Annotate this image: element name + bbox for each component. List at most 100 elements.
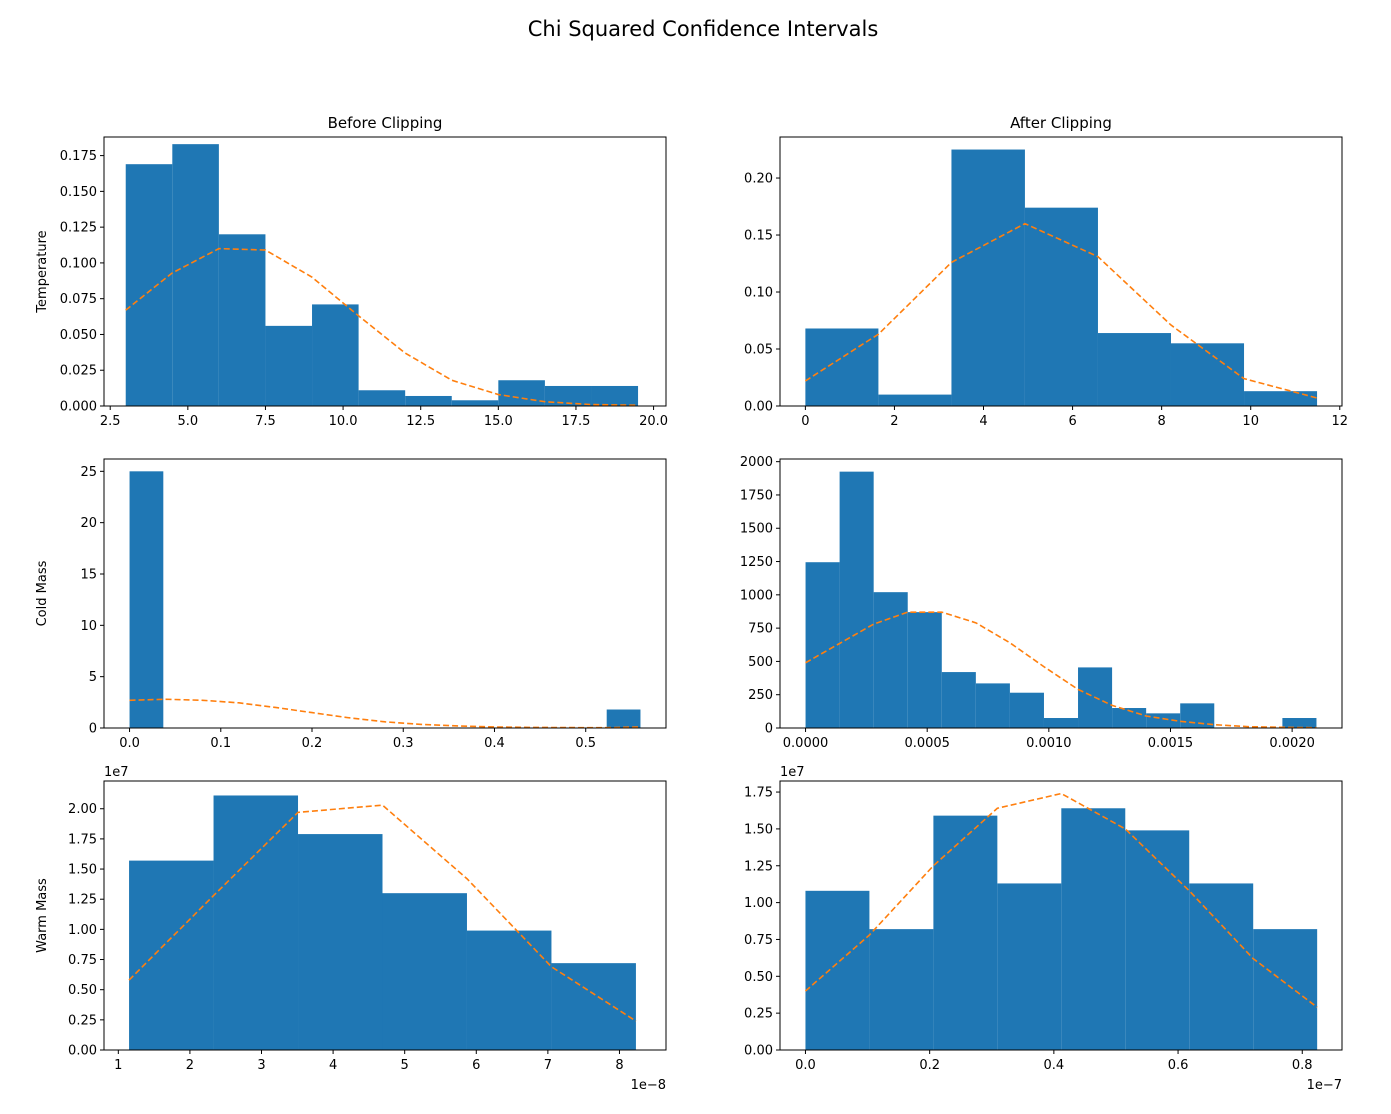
histogram-bar	[1024, 207, 1098, 406]
y-tick-label: 1.25	[68, 893, 97, 908]
y-tick-label: 1.00	[744, 896, 773, 911]
panel-temperature-before: 2.5 5.0 7.5 10.0 12.5 15.0 17.5 20.0 0.000 0.025 0…	[35, 114, 668, 429]
y-tick-label: 750	[748, 622, 773, 637]
fit-curve	[805, 611, 1317, 729]
x-tick-label: 0.0020	[1269, 736, 1315, 751]
histogram-bar	[1253, 929, 1318, 1050]
plot-frame	[779, 458, 1343, 729]
y-tick-label: 1750	[740, 488, 773, 503]
histogram-bar	[498, 380, 545, 406]
histogram-bar	[1171, 343, 1245, 406]
histogram-bar	[997, 883, 1062, 1050]
histogram-bar	[933, 815, 998, 1050]
panel-cold-mass-before: 0.0 0.1 0.2 0.3 0.4 0.5 0 5 10 15 20 25 Cold Mass	[35, 458, 667, 751]
histogram-bar	[298, 834, 383, 1050]
histogram-bar	[1009, 692, 1044, 728]
y-tick-label: 0	[89, 722, 97, 737]
y-tick-label: 0.25	[68, 1013, 97, 1028]
y-tick-label: 0.00	[744, 1044, 773, 1059]
x-tick-label: 0.0010	[1026, 736, 1072, 751]
y-tick-label: 0.10	[744, 286, 773, 301]
histogram-bar	[218, 234, 266, 406]
x-tick-label: 0.0000	[783, 736, 829, 751]
y-tick-label: 0.100	[60, 256, 97, 271]
x-tick-label: 0.5	[575, 736, 596, 751]
histogram-bar	[941, 672, 976, 728]
y-tick-label: 1500	[740, 522, 773, 537]
x-tick-label: 15.0	[484, 414, 513, 429]
figure-title: Chi Squared Confidence Intervals	[528, 17, 879, 41]
histogram-bar	[129, 860, 214, 1050]
y-axis-label: Warm Mass	[35, 878, 50, 953]
histogram-bar	[382, 893, 467, 1050]
x-tick-label: 4	[979, 414, 987, 429]
y-tick-label: 500	[748, 655, 773, 670]
histogram-bar	[358, 390, 406, 406]
fit-curve	[125, 247, 639, 407]
y-tick-label: 1.00	[68, 923, 97, 938]
plot-frame	[103, 780, 667, 1051]
histogram-bar	[1282, 718, 1317, 728]
y-tick-label: 0.025	[60, 364, 97, 379]
x-tick-label: 0.0005	[904, 736, 950, 751]
y-tick-label: 0.00	[744, 400, 773, 415]
histogram-bar	[213, 795, 299, 1050]
y-offset-text: 1e7	[104, 765, 129, 780]
y-tick-label: 250	[748, 688, 773, 703]
y-tick-label: 20	[80, 516, 97, 531]
histogram-bar	[1125, 830, 1190, 1050]
x-tick-label: 20.0	[639, 414, 668, 429]
y-tick-label: 1.50	[744, 822, 773, 837]
y-tick-label: 0.05	[744, 343, 773, 358]
y-tick-label: 1.25	[744, 859, 773, 874]
y-tick-label: 2000	[740, 455, 773, 470]
y-tick-label: 0.050	[60, 328, 97, 343]
y-tick-label: 0.50	[68, 983, 97, 998]
histogram-bar	[975, 683, 1010, 728]
histogram-bar	[878, 394, 952, 406]
x-tick-label: 0.1	[210, 736, 231, 751]
histogram-bar	[466, 930, 552, 1050]
x-tick-label: 4	[329, 1058, 337, 1073]
y-tick-label: 0.50	[744, 970, 773, 985]
x-tick-label: 5.0	[177, 414, 198, 429]
x-offset-text: 1e−7	[1307, 1078, 1342, 1093]
y-tick-label: 0.175	[60, 149, 97, 164]
y-tick-label: 5	[89, 670, 97, 685]
y-tick-label: 1250	[740, 555, 773, 570]
y-tick-label: 0.000	[60, 400, 97, 415]
y-tick-label: 0	[765, 722, 773, 737]
y-tick-label: 0.075	[60, 292, 97, 307]
x-tick-label: 6	[472, 1058, 480, 1073]
histogram-bar	[451, 400, 499, 406]
y-axis-label: Temperature	[35, 230, 50, 313]
y-tick-label: 0.125	[60, 221, 97, 236]
x-tick-label: 0.8	[1292, 1058, 1313, 1073]
x-tick-label: 10.0	[329, 414, 358, 429]
y-tick-label: 0.20	[744, 172, 773, 187]
x-tick-label: 10	[1242, 414, 1259, 429]
histogram-bar	[125, 164, 173, 406]
histogram-bar	[1061, 808, 1126, 1050]
histogram-bar	[873, 592, 908, 728]
histogram-bar	[805, 890, 870, 1050]
panel-temperature-after: 0 2 4 6 8 10 12 0.00 0.05 0.10 0.15 0.20 After Clip…	[744, 114, 1348, 429]
histogram-bar	[839, 471, 874, 728]
x-tick-label: 8	[615, 1058, 623, 1073]
plot-frame	[103, 458, 667, 729]
y-tick-label: 0.25	[744, 1007, 773, 1022]
histogram-bar	[312, 304, 359, 406]
histogram-bar	[1189, 883, 1254, 1050]
plot-frame	[779, 780, 1343, 1051]
y-tick-label: 0.75	[68, 953, 97, 968]
x-tick-label: 12.5	[406, 414, 435, 429]
y-tick-label: 0.150	[60, 185, 97, 200]
x-tick-label: 3	[257, 1058, 265, 1073]
x-tick-label: 2	[890, 414, 898, 429]
plot-frame	[103, 136, 667, 407]
histogram-bar	[1097, 333, 1171, 406]
y-offset-text: 1e7	[780, 765, 805, 780]
x-tick-label: 7	[544, 1058, 552, 1073]
x-tick-label: 0.2	[302, 736, 323, 751]
panel-warm-mass-after: 0.0 0.2 0.4 0.6 0.8 0.00 0.25 0.50 0.75 1.00 1.25 1…	[744, 765, 1343, 1093]
